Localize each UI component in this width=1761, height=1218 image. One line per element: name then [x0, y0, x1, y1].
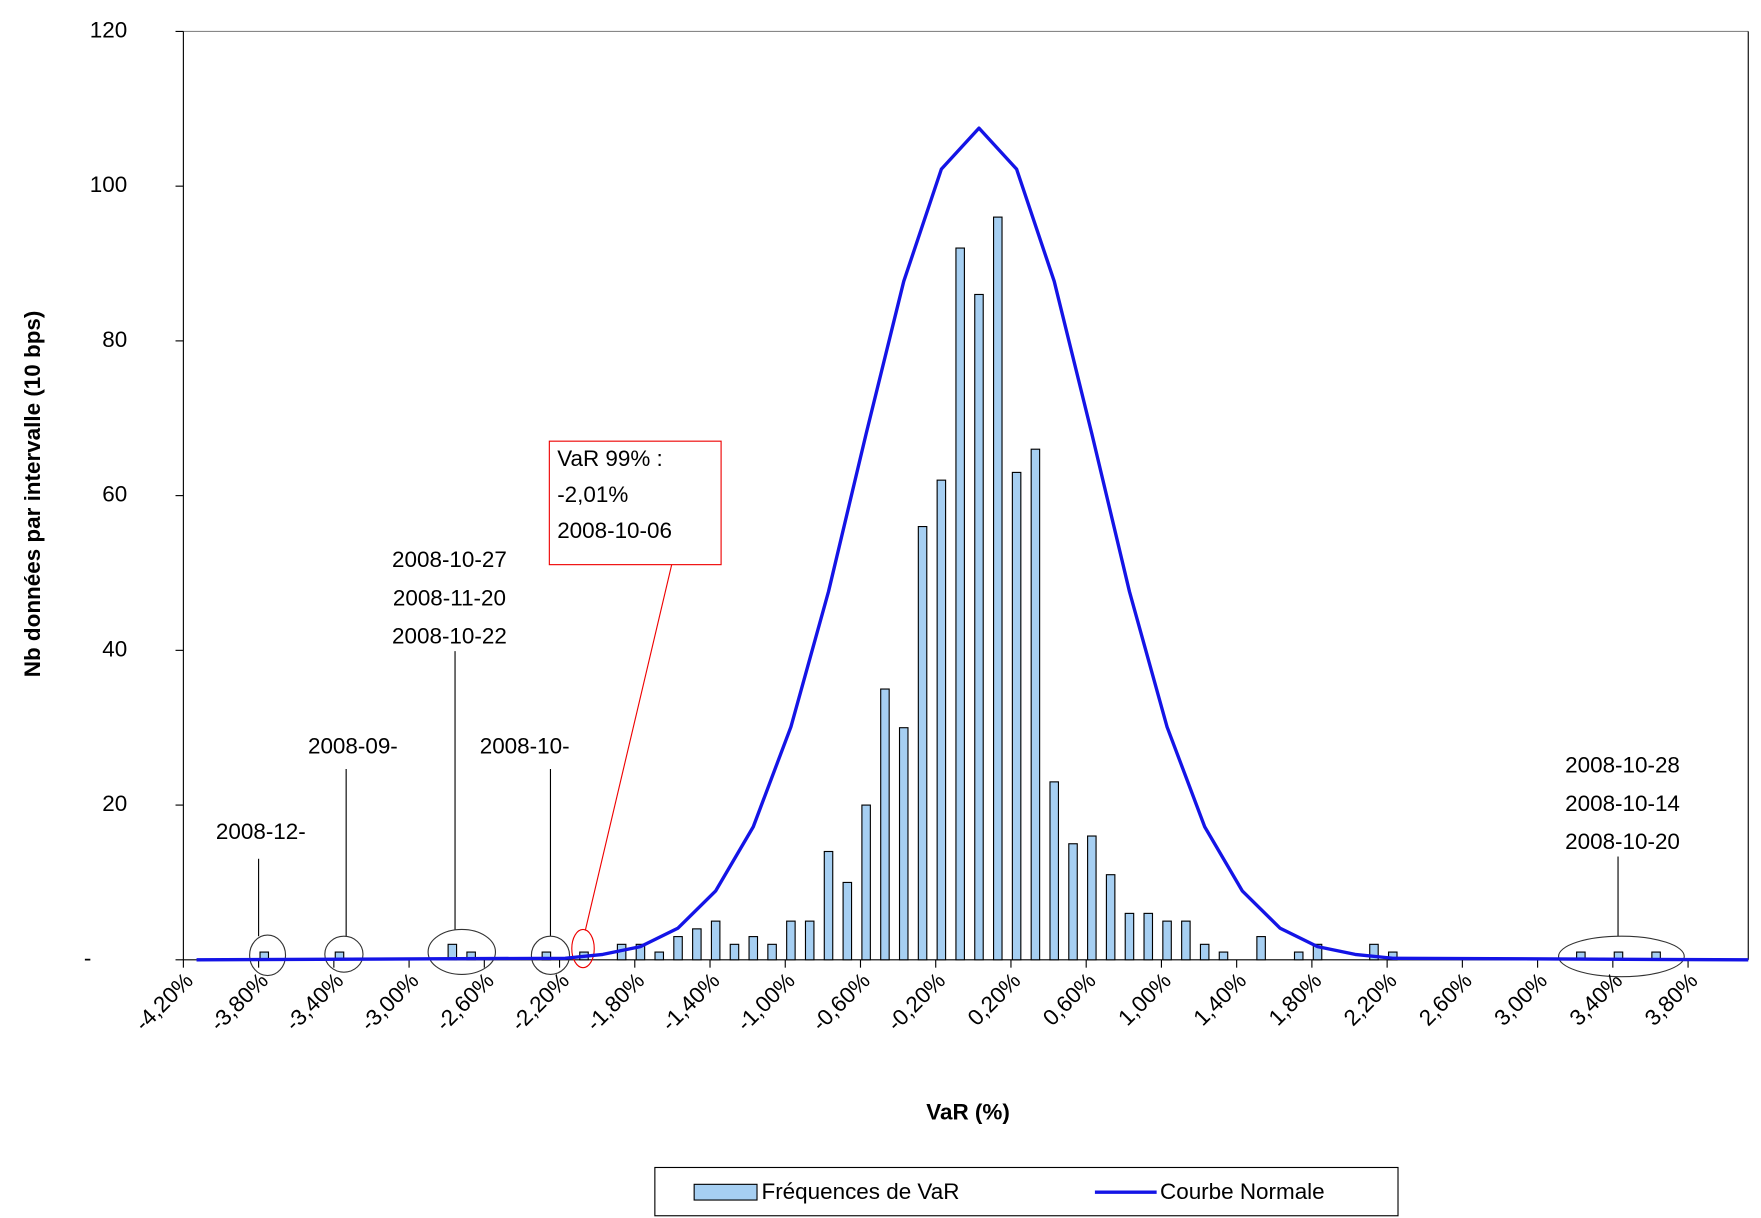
bar	[804, 920, 815, 961]
x-tick-label: -2,60%	[431, 968, 499, 1036]
bar	[748, 936, 759, 961]
y-axis-title: Nb données par intervalle (10 bps)	[20, 311, 45, 678]
annotation: 2008-10-27	[392, 547, 507, 572]
annotation: 2008-10-14	[1565, 791, 1680, 816]
bar	[1199, 943, 1210, 961]
x-tick-label: -1,00%	[732, 968, 800, 1036]
bar	[635, 943, 646, 961]
x-tick-label: 1,40%	[1188, 968, 1251, 1031]
annotation: 2008-11-20	[393, 585, 506, 610]
y-tick-label: 60	[102, 482, 127, 507]
bar	[1030, 448, 1041, 961]
annotation: 2008-10-20	[1565, 829, 1680, 854]
bar	[1369, 943, 1379, 961]
annotation: 2008-09-	[308, 734, 398, 759]
bar	[898, 727, 909, 961]
bar	[861, 804, 871, 961]
x-tick-label: -1,40%	[657, 968, 725, 1036]
bar	[1312, 943, 1323, 961]
x-tick-label: -1,80%	[581, 968, 649, 1036]
x-tick-label: 3,80%	[1640, 968, 1703, 1031]
bar	[1068, 843, 1078, 961]
bar	[823, 850, 834, 961]
bar	[955, 247, 965, 961]
legend	[654, 1166, 1399, 1217]
bar	[1049, 781, 1060, 961]
circle	[427, 928, 497, 975]
annotations: 2008-12- 2008-09- 2008-10-27 2008-11-20 2008…	[216, 440, 1685, 978]
bar	[842, 881, 853, 961]
annotation: 2008-10-	[480, 734, 570, 759]
bar	[654, 951, 665, 961]
bar	[1218, 951, 1229, 961]
annotation: 2008-12-	[216, 819, 306, 844]
bar	[729, 943, 740, 961]
annotation: 2008-10-22	[392, 624, 507, 649]
y-tick-label: 40	[102, 636, 127, 661]
x-axis-title: VaR (%)	[926, 1100, 1010, 1125]
x-tick-label: -3,00%	[356, 968, 424, 1036]
bar	[767, 943, 777, 961]
x-tick-label: -0,60%	[807, 968, 875, 1036]
y-tick-label: 20	[102, 791, 127, 816]
circle	[324, 935, 364, 973]
x-tick-label: -3,80%	[205, 968, 273, 1036]
bar	[1105, 874, 1116, 961]
circle	[249, 934, 287, 977]
y-tick-label: 80	[102, 327, 127, 352]
x-tick-label: -2,20%	[506, 968, 574, 1036]
bar	[936, 479, 947, 961]
bar	[1087, 835, 1097, 961]
x-tick-label: 1,80%	[1264, 968, 1327, 1031]
x-tick-label: 0,20%	[963, 968, 1026, 1031]
x-tick-label: -4,20%	[130, 968, 198, 1036]
annotation: 2008-10-06	[557, 518, 672, 543]
bar	[1162, 920, 1172, 961]
y-tick-label: 120	[90, 17, 127, 42]
legend-label: Fréquences de VaR	[762, 1179, 960, 1204]
x-tick-label: 0,60%	[1038, 968, 1101, 1031]
bar	[1011, 471, 1022, 961]
bar	[1256, 936, 1266, 961]
bar	[692, 928, 702, 961]
x-tick-label: -3,40%	[280, 968, 348, 1036]
y-tick-label: 100	[90, 172, 127, 197]
bar	[710, 920, 721, 961]
x-tick-label: 2,60%	[1414, 968, 1477, 1031]
bar	[1181, 920, 1191, 961]
var-box	[548, 440, 722, 566]
bar	[1124, 912, 1135, 961]
pointer	[584, 564, 673, 931]
x-tick-label: 1,00%	[1113, 968, 1176, 1031]
bar	[917, 526, 928, 961]
legend-swatch	[693, 1183, 758, 1201]
annotation: -2,01%	[557, 482, 628, 507]
normal-curve	[196, 126, 1749, 962]
x-tick-label: -0,20%	[882, 968, 950, 1036]
legend-label: Courbe Normale	[1160, 1179, 1325, 1204]
bar	[880, 688, 890, 961]
x-tick-label: 3,00%	[1489, 968, 1552, 1031]
circle	[530, 935, 571, 975]
y-tick-label: -	[84, 946, 91, 971]
annotation: 2008-10-28	[1565, 753, 1680, 778]
circle	[571, 928, 595, 969]
bar	[1293, 951, 1304, 961]
x-tick-label: 3,40%	[1565, 968, 1628, 1031]
bar	[974, 293, 984, 961]
x-tick-label: 2,20%	[1339, 968, 1402, 1031]
bar	[1143, 912, 1154, 961]
circle	[1557, 935, 1685, 978]
bar	[673, 936, 683, 961]
annotation: VaR 99% :	[557, 446, 663, 471]
bar	[786, 920, 796, 961]
bar	[992, 216, 1003, 961]
